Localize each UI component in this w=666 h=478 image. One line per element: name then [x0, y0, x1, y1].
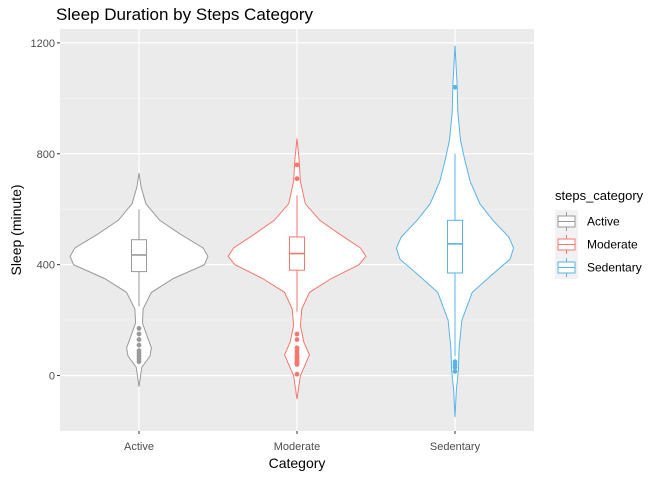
- outlier-point: [294, 176, 300, 182]
- outlier-point: [294, 371, 300, 377]
- legend-label: Sedentary: [587, 261, 642, 275]
- x-axis: Active Moderate Sedentary: [124, 431, 481, 453]
- x-tick-label: Moderate: [274, 441, 320, 453]
- y-tick-label: 400: [37, 260, 55, 272]
- box: [447, 219, 463, 274]
- legend: steps_category Active Moderate Sedentary: [555, 188, 644, 279]
- x-tick-label: Sedentary: [430, 441, 481, 453]
- outlier-point: [136, 326, 142, 331]
- y-tick-label: 800: [37, 149, 55, 161]
- legend-label: Moderate: [587, 238, 638, 252]
- y-tick-label: 1200: [31, 38, 55, 50]
- outlier-point: [452, 84, 458, 90]
- outlier-point: [136, 342, 142, 348]
- x-tick-label: Active: [124, 441, 154, 453]
- y-tick-label: 0: [49, 371, 55, 383]
- y-axis-title: Sleep (minute): [8, 184, 24, 275]
- x-axis-title: Category: [269, 455, 326, 471]
- outlier-point: [294, 337, 300, 342]
- legend-label: Active: [587, 215, 620, 229]
- outlier-point: [452, 364, 458, 370]
- y-axis: 0 400 800 1200: [31, 38, 60, 383]
- outlier-point: [136, 331, 142, 337]
- outlier-point: [136, 359, 142, 365]
- outlier-point: [294, 331, 300, 337]
- legend-title: steps_category: [555, 188, 644, 203]
- violins: [69, 45, 515, 418]
- outlier-point: [294, 362, 300, 367]
- chart-title: Sleep Duration by Steps Category: [56, 5, 314, 24]
- outlier-point: [294, 162, 300, 168]
- outlier-point: [452, 368, 458, 374]
- outlier-point: [136, 337, 142, 342]
